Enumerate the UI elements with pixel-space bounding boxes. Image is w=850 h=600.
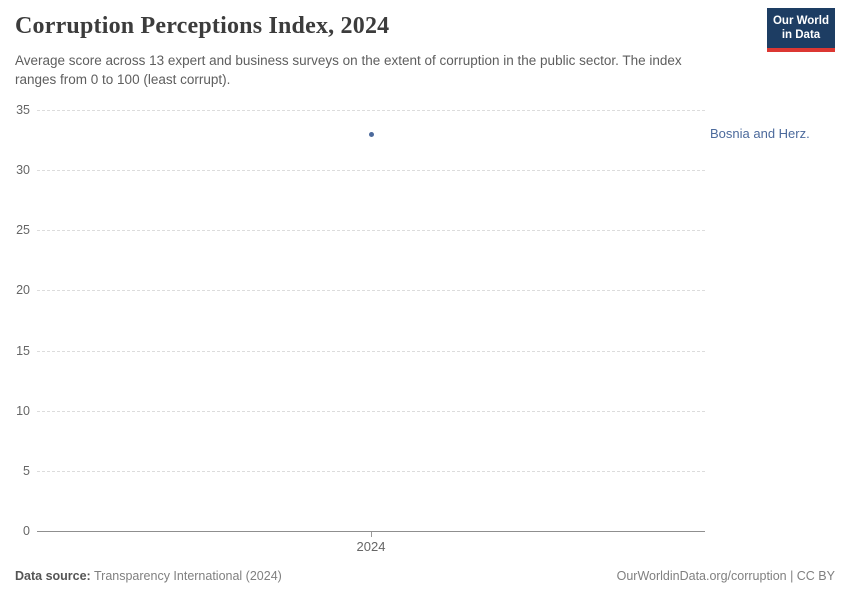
gridline: [37, 170, 705, 172]
y-tick-label: 30: [16, 163, 30, 178]
y-tick-label: 10: [16, 403, 30, 418]
y-tick-label: 5: [23, 463, 30, 478]
x-tick-label: 2024: [356, 539, 386, 554]
credit-link[interactable]: OurWorldinData.org/corruption | CC BY: [616, 569, 835, 583]
data-point[interactable]: [368, 131, 374, 137]
logo-line1: Our World: [772, 14, 829, 27]
gridline: [37, 350, 705, 352]
y-tick-label: 20: [16, 283, 30, 298]
logo-line2: in Data: [781, 29, 821, 41]
y-tick-label: 25: [16, 223, 30, 238]
data-source-label: Data source:: [15, 569, 91, 583]
gridline: [37, 470, 705, 472]
page-title: Corruption Perceptions Index, 2024: [15, 13, 390, 39]
data-source: Data source: Transparency International …: [15, 569, 282, 583]
chart-subtitle: Average score across 13 expert and busin…: [15, 53, 682, 87]
entity-label[interactable]: Bosnia and Herz.: [710, 126, 810, 142]
y-tick-label: 0: [23, 524, 30, 538]
x-axis-line: [37, 531, 705, 532]
gridline: [37, 230, 705, 232]
data-source-value: Transparency International (2024): [93, 569, 282, 583]
y-tick-label: 35: [16, 103, 30, 117]
y-tick-label: 15: [16, 343, 30, 358]
gridline: [37, 410, 705, 412]
x-tick-mark: [371, 532, 372, 537]
gridline: [37, 290, 705, 292]
gridline: [37, 110, 705, 111]
owid-logo[interactable]: Our World in Data: [767, 8, 835, 52]
